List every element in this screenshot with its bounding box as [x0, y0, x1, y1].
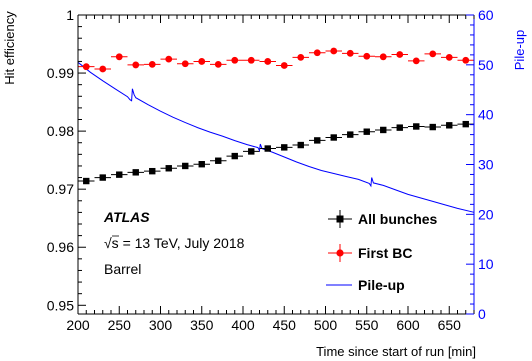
all-bunches-point — [297, 141, 304, 149]
legend-first-bc-marker — [336, 249, 344, 257]
x-tick-label: 600 — [396, 317, 420, 333]
legend-first-bc-label: First BC — [358, 245, 412, 261]
x-axis-title: Time since start of run [min] — [316, 344, 476, 359]
first-bc-point — [330, 47, 338, 55]
first-bc-point — [379, 53, 387, 61]
region-label: Barrel — [104, 261, 141, 277]
y-tick-label: 1 — [66, 7, 74, 23]
y2-tick-label: 60 — [478, 7, 494, 23]
y2-tick-label: 10 — [478, 256, 494, 272]
experiment-label: ATLAS — [103, 209, 150, 225]
y-tick-label: 0.97 — [47, 181, 74, 197]
first-bc-point — [445, 53, 453, 61]
legend-entry-all-bunches: All bunches — [328, 210, 438, 228]
first-bc-point — [181, 60, 189, 68]
first-bc-point — [462, 56, 470, 64]
all-bunches-point — [264, 145, 271, 152]
first-bc-point — [429, 50, 437, 58]
y2-axis-title: Pile-up — [512, 30, 527, 70]
first-bc-point — [247, 56, 255, 64]
all-bunches-point — [347, 131, 354, 138]
y-tick-label: 0.95 — [47, 297, 74, 313]
all-bunches-point — [132, 169, 139, 176]
legend: All bunches First BC Pile-up — [326, 210, 438, 293]
all-bunches-point — [231, 152, 238, 160]
y-tick-label: 0.98 — [47, 123, 74, 139]
energy-text: = 13 TeV, July 2018 — [119, 235, 245, 251]
legend-entry-first-bc: First BC — [328, 244, 412, 262]
y2-tick-label: 20 — [478, 206, 494, 222]
x-tick-label: 450 — [273, 317, 297, 333]
sqrt-s-symbol: √s — [104, 235, 119, 251]
all-bunches-point — [446, 122, 453, 129]
first-bc-point — [165, 55, 173, 63]
y-tick-label: 0.96 — [47, 239, 74, 255]
all-bunches-point — [198, 161, 205, 168]
first-bc-point — [82, 63, 90, 71]
first-bc-point — [148, 60, 156, 68]
legend-all-bunches-label: All bunches — [358, 211, 438, 227]
all-bunches-point — [83, 177, 90, 185]
first-bc-point — [346, 49, 354, 57]
x-tick-label: 400 — [231, 317, 255, 333]
first-bc-point — [198, 58, 206, 65]
y2-tick-label: 50 — [478, 57, 494, 73]
y-axis-title: Hit efficiency — [2, 11, 17, 85]
all-bunches-point — [281, 144, 288, 151]
x-tick-label: 550 — [355, 317, 379, 333]
all-bunches-point — [429, 123, 436, 131]
x-tick-label: 300 — [149, 317, 173, 333]
all-bunches-point — [215, 157, 222, 164]
pile-up-line — [77, 61, 475, 213]
first-bc-point — [412, 57, 420, 65]
x-tick-label: 500 — [314, 317, 338, 333]
all-bunches-point — [380, 126, 387, 134]
first-bc-point — [280, 62, 288, 69]
all-bunches-point — [149, 167, 156, 175]
x-tick-label: 350 — [190, 317, 214, 333]
first-bc-point — [313, 49, 321, 57]
first-bc-point — [132, 61, 140, 69]
x-tick-label: 650 — [438, 317, 462, 333]
y2-tick-label: 0 — [478, 306, 486, 322]
all-bunches-point — [182, 162, 189, 170]
first-bc-point — [264, 58, 272, 65]
all-bunches-point — [314, 137, 321, 144]
y2-tick-label: 40 — [478, 107, 494, 123]
all-bunches-point — [330, 134, 337, 141]
x-tick-label: 250 — [108, 317, 132, 333]
atlas-annotation: ATLAS √s = 13 TeV, July 2018 Barrel — [103, 209, 245, 277]
first-bc-point — [99, 65, 107, 73]
first-bc-point — [297, 53, 305, 61]
all-bunches-point — [248, 148, 255, 155]
legend-pile-up-label: Pile-up — [358, 277, 405, 293]
energy-label: √s = 13 TeV, July 2018 — [104, 235, 245, 251]
first-bc-point — [214, 60, 222, 68]
first-bc-point — [115, 53, 123, 61]
all-bunches-point — [165, 165, 172, 172]
all-bunches-point — [363, 128, 370, 135]
first-bc-point — [231, 56, 239, 64]
y2-tick-label: 30 — [478, 157, 494, 173]
series-layer — [77, 47, 475, 213]
all-bunches-point — [396, 124, 403, 131]
all-bunches-point — [462, 120, 469, 128]
all-bunches-point — [99, 174, 106, 181]
legend-entry-pile-up: Pile-up — [326, 277, 405, 293]
tick-layer: 200 250 300 350 400 450 500 550 600 6500.950.960.… — [47, 7, 494, 333]
x-tick-label: 200 — [66, 317, 90, 333]
legend-all-bunches-marker — [336, 215, 344, 223]
all-bunches-point — [116, 171, 123, 178]
all-bunches-point — [413, 123, 420, 130]
y-tick-label: 0.99 — [47, 65, 74, 81]
first-bc-point — [396, 51, 404, 58]
first-bc-point — [363, 52, 371, 60]
